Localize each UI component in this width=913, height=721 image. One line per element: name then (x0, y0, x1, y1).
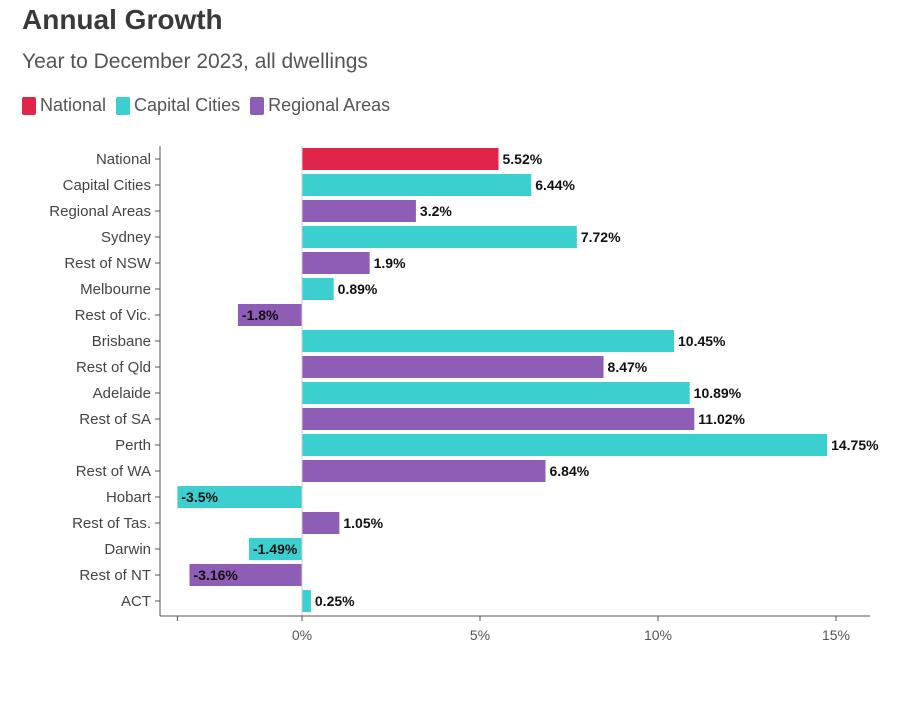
bar-rest-of-qld (302, 356, 604, 378)
legend-item-regional-areas: Regional Areas (250, 95, 390, 116)
x-tick-label-5: 5% (470, 627, 490, 643)
category-label-rest-of-nsw: Rest of NSW (64, 255, 152, 272)
category-label-darwin: Darwin (104, 541, 151, 558)
bar-perth (302, 434, 828, 456)
value-label-national: 5.52% (503, 151, 543, 167)
category-label-rest-of-sa: Rest of SA (79, 411, 151, 428)
legend-label-capital-cities: Capital Cities (134, 95, 241, 115)
bar-hobart (177, 486, 302, 508)
legend-label-regional-areas: Regional Areas (268, 95, 391, 115)
value-label-rest-of-nt: -3.16% (194, 567, 239, 583)
category-label-sydney: Sydney (101, 229, 152, 246)
category-label-national: National (96, 151, 151, 168)
value-label-rest-of-tas: 1.05% (343, 515, 383, 531)
category-label-regional-areas: Regional Areas (49, 203, 151, 220)
bar-brisbane (302, 330, 675, 352)
value-label-melbourne: 0.89% (338, 281, 378, 297)
x-tick-label-0: 0% (292, 627, 312, 643)
value-label-adelaide: 10.89% (694, 385, 742, 401)
bar-rest-of-nsw (302, 252, 370, 274)
bar-capital-cities (302, 174, 532, 196)
x-tick-label-15: 15% (822, 627, 850, 643)
value-label-rest-of-vic: -1.8% (242, 307, 279, 323)
category-label-hobart: Hobart (106, 489, 152, 506)
bar-rest-of-vic (237, 304, 302, 326)
value-label-perth: 14.75% (831, 437, 879, 453)
legend-item-national: National (22, 95, 106, 116)
bar-national (302, 148, 499, 170)
bar-rest-of-tas (302, 512, 340, 534)
bar-sydney (302, 226, 577, 248)
category-label-rest-of-tas: Rest of Tas. (72, 515, 151, 532)
category-label-melbourne: Melbourne (80, 281, 151, 298)
category-label-perth: Perth (115, 437, 151, 454)
bar-rest-of-wa (302, 460, 546, 482)
legend-swatch-regional-areas (250, 96, 265, 115)
value-label-capital-cities: 6.44% (535, 177, 575, 193)
value-label-rest-of-nsw: 1.9% (374, 255, 406, 271)
bar-act (302, 590, 311, 612)
category-label-act: ACT (121, 593, 151, 610)
category-label-rest-of-vic: Rest of Vic. (75, 307, 151, 324)
bar-melbourne (302, 278, 334, 300)
bar-darwin (248, 538, 302, 560)
legend-swatch-capital-cities (116, 96, 131, 115)
chart-subtitle: Year to December 2023, all dwellings (22, 50, 368, 73)
value-label-rest-of-wa: 6.84% (550, 463, 590, 479)
bar-adelaide (302, 382, 690, 404)
value-label-hobart: -3.5% (181, 489, 218, 505)
legend-swatch-national (22, 96, 36, 115)
x-tick-label-10: 10% (644, 627, 672, 643)
category-label-rest-of-nt: Rest of NT (79, 567, 151, 584)
bar-rest-of-nt (189, 564, 302, 586)
category-label-capital-cities: Capital Cities (63, 177, 151, 194)
value-label-rest-of-qld: 8.47% (608, 359, 648, 375)
value-label-sydney: 7.72% (581, 229, 621, 245)
category-label-adelaide: Adelaide (93, 385, 151, 402)
category-label-rest-of-qld: Rest of Qld (76, 359, 151, 376)
bar-regional-areas (302, 200, 416, 222)
value-label-darwin: -1.49% (253, 541, 298, 557)
category-label-rest-of-wa: Rest of WA (76, 463, 151, 480)
chart-title: Annual Growth (22, 4, 223, 35)
legend-item-capital-cities: Capital Cities (116, 95, 240, 116)
legend: National Capital Cities Regional Areas (22, 95, 400, 116)
value-label-act: 0.25% (315, 593, 355, 609)
category-label-brisbane: Brisbane (92, 333, 151, 350)
value-label-rest-of-sa: 11.02% (698, 411, 745, 427)
value-label-brisbane: 10.45% (678, 333, 726, 349)
bar-rest-of-sa (302, 408, 695, 430)
legend-label-national: National (40, 95, 107, 115)
value-label-regional-areas: 3.2% (420, 203, 452, 219)
